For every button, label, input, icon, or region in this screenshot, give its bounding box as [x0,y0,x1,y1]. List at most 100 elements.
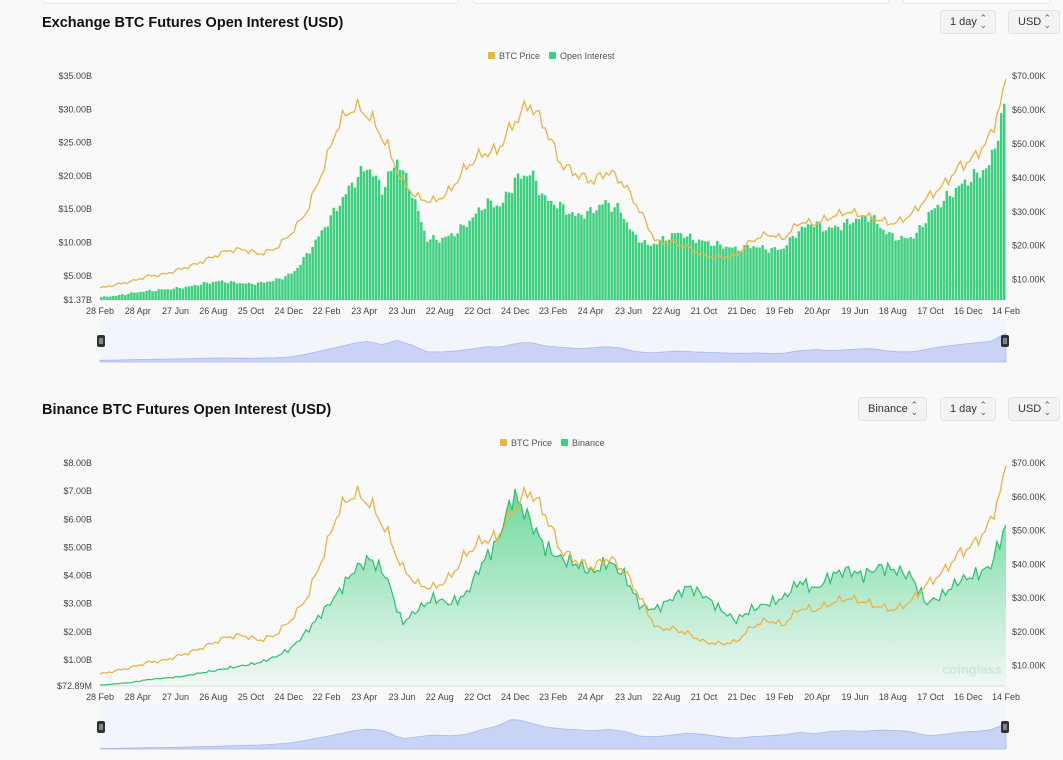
x-axis-tick: 27 Jun [162,692,189,702]
chevron-updown-icon: ⌃ ⌄ [979,400,987,417]
oi-bar [326,226,329,300]
oi-bar [257,282,260,300]
oi-bar [897,240,900,300]
x-axis-tick: 24 Dec [274,692,303,702]
oi-bar [106,296,109,300]
oi-bar [389,170,393,300]
y-axis-left-tick: $30.00B [58,104,92,114]
oi-bar [993,148,997,300]
x-axis-tick: 24 Dec [501,692,530,702]
oi-bar [178,288,181,300]
oi-bar [447,235,450,300]
oi-bar [885,234,888,300]
oi-bar [399,169,402,300]
interval-select[interactable]: 1 day ⌃ ⌄ [940,397,996,421]
y-axis-right-tick: $70.00K [1012,458,1046,468]
oi-bar [528,175,532,300]
navigator-handle [1001,721,1009,733]
oi-bar [202,281,206,300]
oi-bar [749,248,752,300]
oi-bar [513,177,517,300]
oi-bar [655,244,659,300]
oi-bar [701,240,704,300]
y-axis-left-tick: $5.00B [63,542,92,552]
y-axis-right-tick: $20.00K [1012,627,1046,637]
oi-bar [199,284,203,300]
oi-bar [821,231,825,300]
oi-bar [836,227,840,300]
x-axis-tick: 19 Feb [765,306,793,316]
y-axis-right-tick: $50.00K [1012,526,1046,536]
oi-bar [637,242,641,300]
oi-bar [426,241,429,300]
price-line [99,465,1007,675]
oi-bar [287,273,290,300]
currency-select[interactable]: USD ⌃ ⌄ [1008,397,1060,421]
oi-bar [429,239,432,300]
oi-bar [625,222,628,300]
oi-bar [269,281,272,300]
oi-bar [592,212,595,300]
oi-bar [386,171,390,300]
oi-bar [755,247,758,300]
oi-bar [103,296,106,300]
y-axis-right-tick: $10.00K [1012,275,1046,285]
oi-bar [543,195,547,300]
x-axis-tick: 23 Jun [388,692,415,702]
oi-bar [800,226,804,300]
oi-bar [356,177,360,300]
oi-bar [190,286,194,300]
oi-bar [568,213,571,300]
oi-bar [338,205,342,300]
y-axis-left-tick: $3.00B [63,599,92,609]
oi-bar [1003,103,1006,300]
oi-bar [628,229,631,300]
oi-bar [353,187,357,300]
oi-bar [417,210,420,300]
oi-bar [166,289,169,300]
oi-bar [652,243,656,300]
oi-bar [785,245,788,300]
oi-bar [160,289,163,300]
oi-bar [704,241,707,300]
oi-bar [933,208,936,300]
exchange-select[interactable]: Binance ⌃ ⌄ [858,397,927,421]
oi-bar [987,165,991,300]
oi-bar [658,239,662,300]
currency-select[interactable]: USD ⌃ ⌄ [1008,10,1060,34]
oi-bar [136,292,139,300]
oi-bar [613,207,616,300]
oi-bar [486,198,490,300]
y-axis-left-tick: $7.00B [63,486,92,496]
interval-select-label: 1 day [950,403,977,415]
x-axis-tick: 19 Jun [841,306,868,316]
oi-bar [531,170,535,300]
oi-bar [565,214,568,300]
oi-bar [873,214,876,300]
x-axis-tick: 25 Oct [238,306,265,316]
oi-bar [788,237,792,300]
oi-bar [362,171,366,300]
interval-select[interactable]: 1 day ⌃ ⌄ [940,10,996,34]
oi-bar [984,168,988,300]
oi-bar [649,245,653,300]
x-axis-tick: 23 Feb [539,692,567,702]
oi-bar [260,281,263,300]
y-axis-right-tick: $40.00K [1012,173,1046,183]
x-axis-tick: 22 Oct [464,306,491,316]
oi-bar [586,210,589,300]
oi-bar [553,204,556,300]
x-axis-tick: 16 Dec [954,306,983,316]
y-axis-left-tick: $6.00B [63,514,92,524]
x-axis-tick: 27 Jun [162,306,189,316]
oi-bar [121,294,124,300]
oi-bar [284,276,287,300]
oi-bar [308,253,311,300]
legend-label-oi: Binance [572,438,605,448]
oi-bar [350,182,354,300]
oi-bar [238,283,242,300]
navigator-area [99,332,1007,363]
oi-bar [734,246,737,300]
oi-bar [392,167,396,300]
oi-bar [368,169,372,300]
